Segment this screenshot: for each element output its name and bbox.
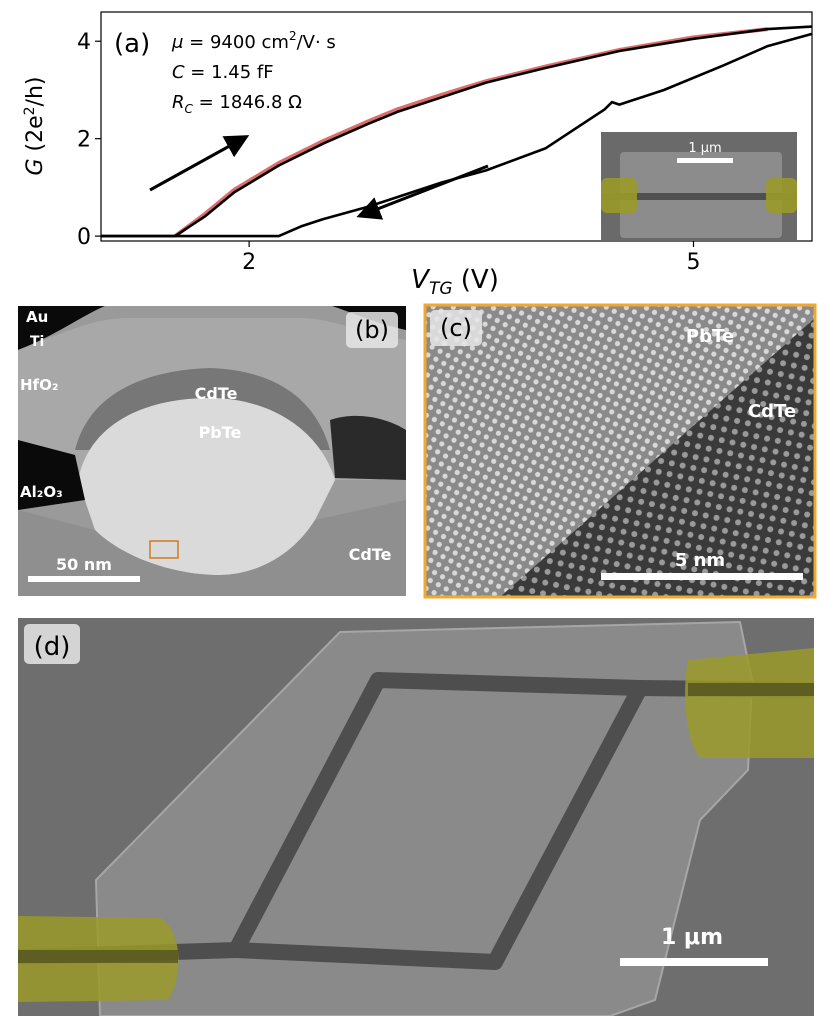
- panel-b-label: (b): [355, 316, 389, 344]
- panel-d-scale-label: 1 μm: [661, 925, 723, 950]
- panel-c-label: (c): [440, 314, 472, 342]
- inset-wire: [601, 193, 797, 200]
- y-tick-label: 4: [77, 30, 91, 55]
- cdte-lattice: [500, 318, 815, 597]
- y-tick-label: 0: [77, 225, 91, 250]
- contact-resistance-text: RC = 1846.8 Ω: [172, 92, 302, 116]
- panel-b: (b) Au Ti HfO₂ Al₂O₃ CdTe PbTe CdTe 50 n…: [18, 306, 406, 596]
- inset-sem: 1 μm: [601, 132, 797, 240]
- right-contact: [685, 648, 814, 758]
- panel-a-label: (a): [114, 29, 150, 59]
- label-pbte-c: PbTe: [686, 326, 734, 347]
- right-contact-wire: [688, 683, 814, 696]
- capacitance-text: C = 1.45 fF: [172, 62, 274, 83]
- panel-c-scale-label: 5 nm: [675, 550, 725, 571]
- down-sweep-curve: [101, 32, 813, 238]
- panel-d: (d) 1 μm: [18, 618, 814, 1016]
- label-cdte-c: CdTe: [748, 401, 796, 422]
- inset-left-contact: [601, 178, 637, 213]
- label-cdte-cap: CdTe: [195, 384, 238, 403]
- x-tick-label: 2: [242, 250, 256, 275]
- y-tick-label: 2: [77, 128, 91, 153]
- panel-b-label-bg: [346, 312, 398, 348]
- panel-b-scale-label: 50 nm: [56, 555, 112, 574]
- panel-a: (a) μ = 9400 cm2/V· s C = 1.45 fF RC = 1…: [22, 11, 813, 299]
- pbte-region: [78, 398, 335, 575]
- panel-d-label: (d): [34, 632, 71, 662]
- mobility-text: μ = 9400 cm2/V· s: [171, 29, 336, 53]
- panel-c-scale-bar: [601, 573, 803, 580]
- panel-c-label-bg: [430, 310, 482, 346]
- inset-scale-bar: [677, 158, 733, 163]
- label-ti: Ti: [30, 334, 44, 350]
- au-layer: [18, 306, 406, 350]
- panel-c-border: [423, 303, 817, 599]
- up-sweep-arrow: [149, 135, 250, 192]
- inset-scale-label: 1 μm: [688, 141, 721, 156]
- cdte-substrate: [18, 500, 406, 596]
- panel-d-label-bg: [24, 624, 80, 664]
- label-al2o3: Al₂O₃: [20, 483, 63, 501]
- loop-wire: [228, 672, 648, 970]
- left-contact-wire: [18, 950, 178, 963]
- down-sweep-arrow: [356, 164, 489, 220]
- inset-right-contact: [766, 178, 797, 213]
- chart-layer: 0 2 4 2 5: [77, 25, 813, 275]
- label-hfo2: HfO₂: [20, 376, 58, 394]
- al2o3-left: [18, 440, 85, 510]
- al2o3-right: [330, 415, 406, 480]
- label-pbte: PbTe: [199, 423, 242, 442]
- label-cdte-substrate: CdTe: [349, 545, 392, 564]
- x-axis-label: VTG (V): [411, 265, 499, 299]
- panel-c: (c) PbTe CdTe 5 nm: [423, 303, 817, 599]
- panel-b-scale-bar: [28, 576, 140, 582]
- x-tick-label: 5: [687, 250, 701, 275]
- label-au: Au: [26, 308, 48, 326]
- zoom-box: [149, 540, 179, 559]
- panel-d-scale-bar: [620, 958, 768, 966]
- y-axis-label: G (2e2/h): [22, 76, 48, 175]
- up-sweep-curve: [101, 25, 813, 238]
